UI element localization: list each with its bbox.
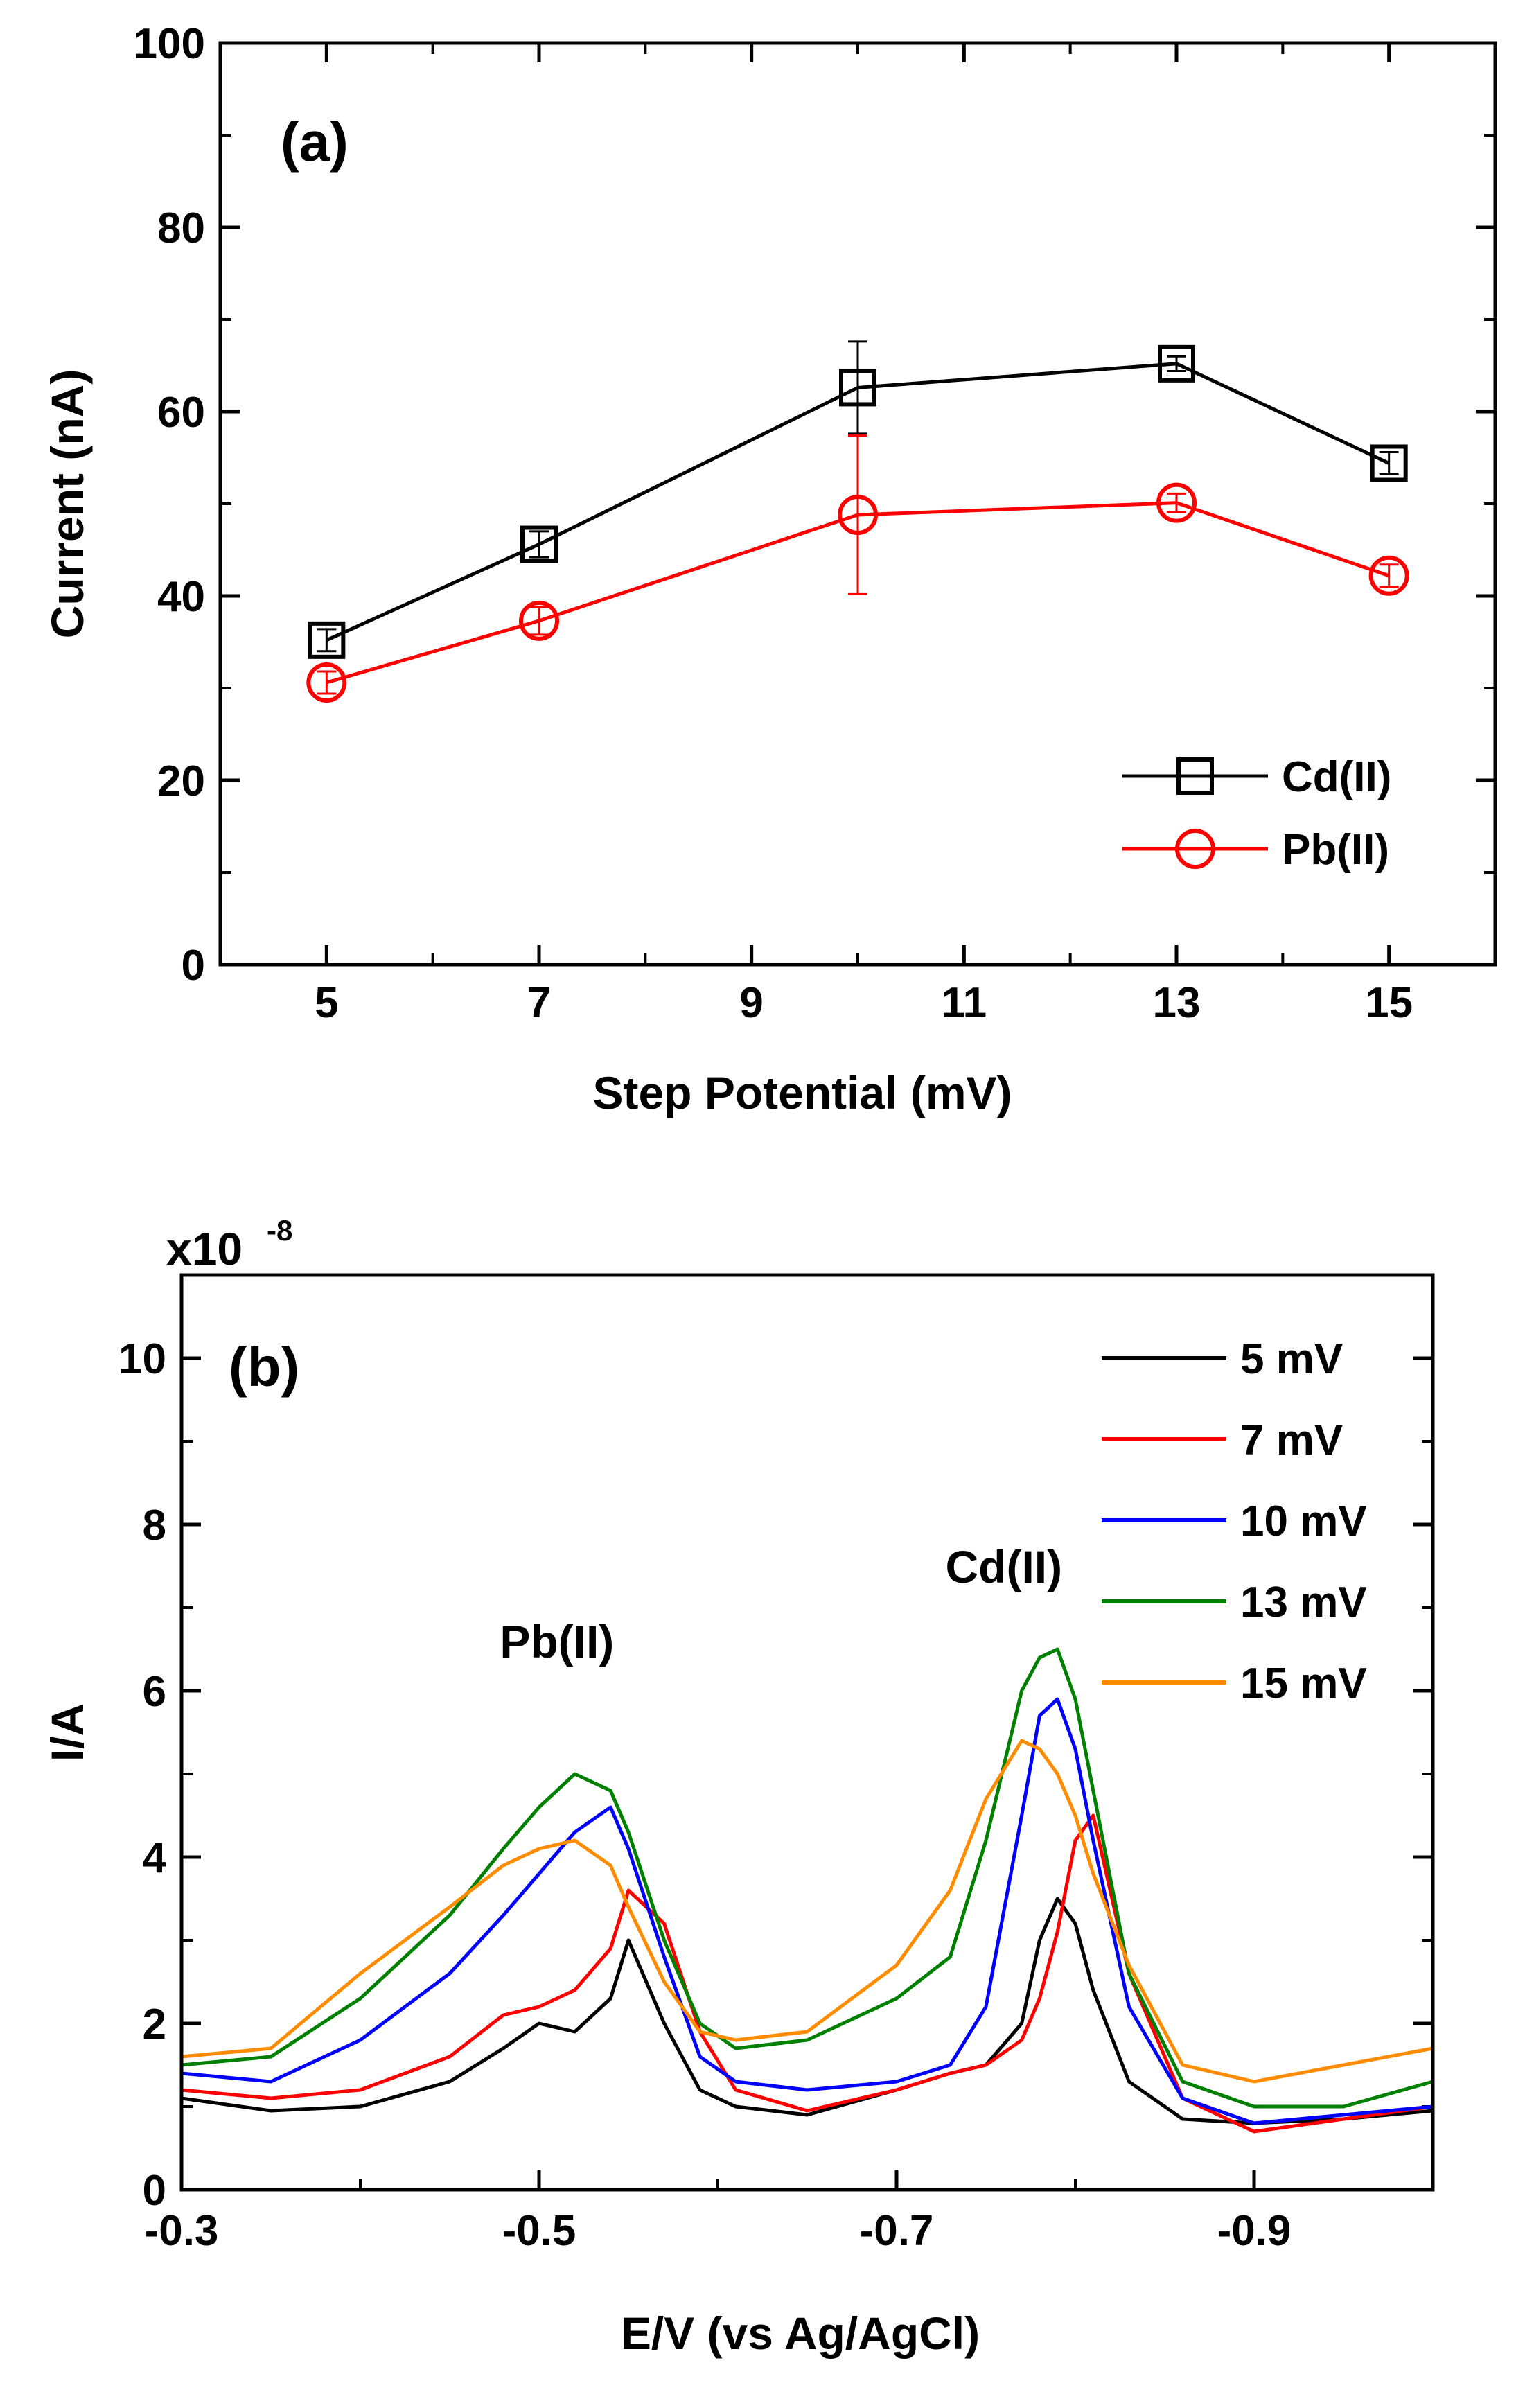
a-error-bars: [317, 340, 1399, 695]
b-series-line: [181, 1739, 1434, 2084]
b-y-tick-label: 0: [143, 2167, 166, 2215]
b-y-multiplier-exponent: -8: [267, 1214, 292, 1247]
a-marker-square: [1158, 344, 1195, 383]
b-series-line: [181, 1697, 1434, 2125]
b-ticks: -0.3 -0.5 -0.7 -0.9 0 2 4 6 8 10: [118, 1335, 1434, 2255]
a-series-line: [326, 501, 1390, 685]
b-series-line: [181, 1897, 1434, 2125]
a-marker-circle: [1368, 555, 1409, 596]
a-marker-square: [520, 525, 558, 563]
a-plot-frame: [218, 41, 1497, 967]
a-series-lines: [326, 362, 1390, 685]
panel-b: -0.3 -0.5 -0.7 -0.9 0 2 4 6 8 10 (b) E/V (vs Ag/A…: [42, 1214, 1435, 2359]
b-y-tick-label: 6: [143, 1668, 166, 1716]
a-legend-label-pb: Pb(II): [1282, 826, 1389, 874]
a-marker-circle: [519, 600, 559, 641]
a-y-tick-label: 100: [134, 20, 205, 68]
a-x-axis-label: Step Potential (mV): [592, 1067, 1012, 1118]
a-panel-label: (a): [281, 111, 349, 173]
a-series-line: [326, 362, 1390, 642]
b-series-line: [181, 1647, 1434, 2109]
b-legend-label: 7 mV: [1240, 1416, 1343, 1464]
b-legend-label: 5 mV: [1240, 1335, 1343, 1383]
a-marker-square: [308, 621, 346, 659]
a-legend-marker-circle: [1175, 829, 1215, 869]
a-x-tick-label: 7: [527, 979, 551, 1027]
a-legend-label-cd: Cd(II): [1282, 753, 1391, 801]
a-y-tick-label: 80: [157, 204, 205, 252]
b-legend-label: 15 mV: [1240, 1660, 1367, 1707]
b-y-tick-label: 2: [143, 2001, 166, 2048]
a-y-tick-label: 20: [157, 757, 205, 805]
b-series-lines: [181, 1647, 1434, 2134]
b-y-tick-label: 10: [118, 1335, 166, 1383]
a-y-axis-label: Current (nA): [42, 369, 93, 639]
a-legend: Cd(II) Pb(II): [1122, 753, 1391, 874]
b-annotation-cd: Cd(II): [945, 1541, 1062, 1592]
b-x-axis-label: E/V (vs Ag/AgCl): [621, 2308, 980, 2359]
a-x-tick-label: 11: [942, 979, 987, 1027]
a-y-tick-label: 0: [182, 942, 205, 990]
a-marker-square: [839, 369, 876, 407]
b-annotation-pb: Pb(II): [500, 1616, 614, 1667]
b-series-line: [181, 1813, 1434, 2134]
a-y-tick-label: 40: [157, 573, 205, 621]
b-plot-frame: [179, 1273, 1435, 2192]
a-marker-circle: [306, 662, 347, 703]
b-y-multiplier: x10: [166, 1223, 243, 1274]
b-x-tick-label: -0.3: [145, 2207, 219, 2255]
a-y-tick-label: 60: [157, 389, 205, 437]
b-legend-label: 13 mV: [1240, 1579, 1367, 1626]
a-marker-square: [1370, 444, 1408, 482]
b-legend-label: 10 mV: [1240, 1497, 1367, 1545]
a-x-tick-label: 13: [1153, 979, 1201, 1027]
a-markers: [306, 344, 1409, 703]
a-marker-circle: [838, 494, 878, 535]
panel-a: 5 7 9 11 13 15 0 20 40 60 80 100 (a) Step Potential…: [42, 20, 1497, 1118]
a-ticks: 5 7 9 11 13 15 0 20 40 60 80 100: [134, 20, 1497, 1027]
b-y-tick-label: 8: [143, 1502, 166, 1549]
a-legend-marker-square: [1176, 757, 1214, 795]
b-legend: 5 mV 7 mV 10 mV 13 mV 15 mV: [1102, 1335, 1367, 1707]
a-x-tick-label: 15: [1365, 979, 1413, 1027]
b-y-axis-label: I/A: [42, 1703, 93, 1761]
b-x-tick-label: -0.7: [860, 2207, 934, 2255]
b-panel-label: (b): [229, 1336, 299, 1398]
a-x-tick-label: 5: [315, 979, 338, 1027]
b-x-tick-label: -0.5: [502, 2207, 576, 2255]
b-y-tick-label: 4: [143, 1834, 167, 1882]
a-x-tick-label: 9: [739, 979, 763, 1027]
b-x-tick-label: -0.9: [1217, 2207, 1292, 2255]
a-marker-circle: [1156, 482, 1197, 523]
